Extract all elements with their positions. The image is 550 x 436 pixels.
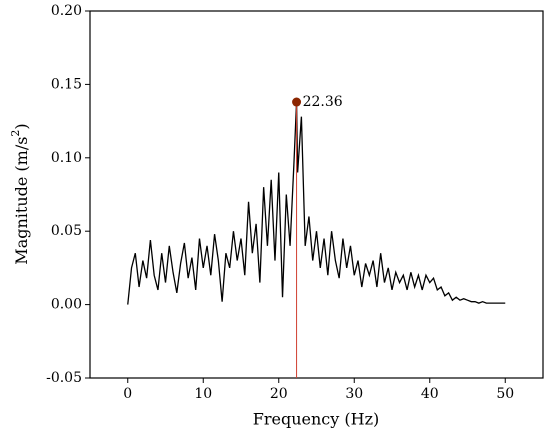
y-axis-label: Magnitude (m/s2) [9,123,31,264]
y-tick-label: -0.05 [46,370,82,386]
x-axis-label: Frequency (Hz) [253,410,380,429]
y-label-sup: 2 [9,130,22,137]
x-tick-label: 10 [194,386,212,402]
annotation-label: 22.36 [303,94,343,110]
y-tick-label: 0.05 [51,223,82,239]
x-tick-label: 50 [496,386,514,402]
y-label-end: ) [12,123,31,129]
x-tick-label: 0 [123,386,132,402]
x-tick-label: 20 [270,386,288,402]
y-tick-label: 0.00 [51,297,82,313]
data-line [127,101,506,305]
y-label-text: Magnitude (m/s [12,137,31,265]
x-tick-label: 40 [421,386,439,402]
annotation-marker [292,97,302,107]
plot-frame [89,10,544,379]
x-tick-label: 30 [345,386,363,402]
y-tick-label: 0.10 [51,150,82,166]
y-tick-label: 0.20 [51,3,82,19]
y-tick-label: 0.15 [51,76,82,92]
